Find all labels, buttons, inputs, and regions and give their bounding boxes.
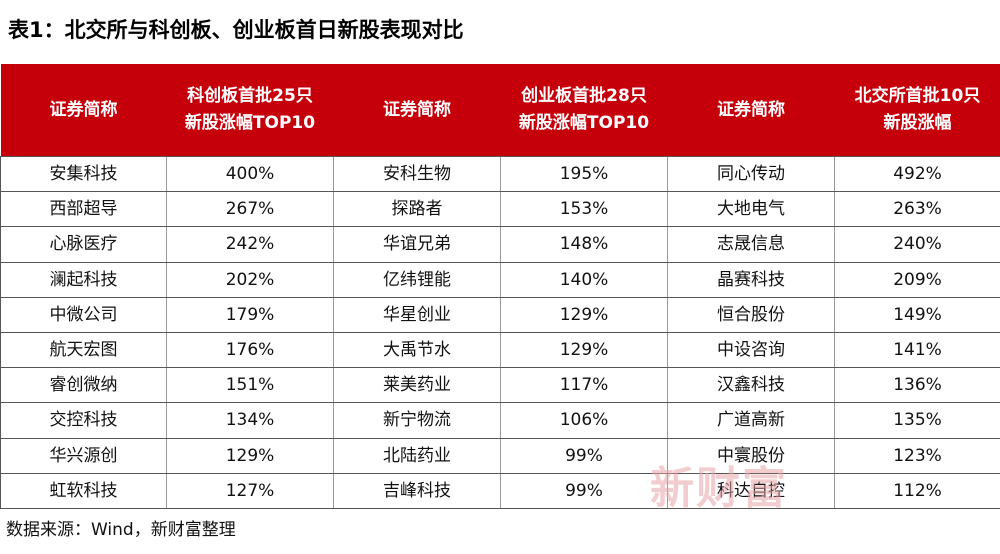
header-chinext-name: 证券简称 (333, 64, 501, 157)
chinext-stock-name: 安科生物 (333, 155, 501, 193)
chinext-gain: 195% (500, 155, 668, 193)
header-row: 证券简称 科创板首批25只 新股涨幅TOP10 证券简称 创业板首批28只 新股涨幅… (0, 64, 1000, 157)
star-stock-name: 澜起科技 (0, 262, 167, 298)
table-row: 澜起科技 202% 亿纬锂能 140% 晶赛科技 209% (0, 262, 1000, 298)
chinext-gain: 129% (500, 332, 668, 369)
bse-stock-name: 晶赛科技 (667, 262, 835, 298)
table-row: 虹软科技 127% 吉峰科技 99% 科达自控 112% (0, 473, 1000, 509)
header-chinext-gain: 创业板首批28只 新股涨幅TOP10 (500, 64, 668, 157)
bse-stock-name: 同心传动 (667, 155, 835, 193)
chinext-gain: 140% (500, 262, 668, 298)
table-row: 安集科技 400% 安科生物 195% 同心传动 492% (0, 155, 1000, 193)
table-row: 西部超导 267% 探路者 153% 大地电气 263% (0, 191, 1000, 228)
star-stock-name: 心脉医疗 (0, 226, 167, 263)
star-stock-name: 睿创微纳 (0, 367, 167, 404)
chinext-gain: 153% (500, 191, 668, 228)
star-stock-name: 华兴源创 (0, 438, 167, 474)
star-stock-name: 安集科技 (0, 155, 167, 193)
chinext-stock-name: 探路者 (333, 191, 501, 228)
bse-stock-name: 广道高新 (667, 402, 835, 439)
bse-stock-name: 汉鑫科技 (667, 367, 835, 404)
table-row: 交控科技 134% 新宁物流 106% 广道高新 135% (0, 402, 1000, 439)
chinext-gain: 117% (500, 367, 668, 404)
star-gain: 400% (166, 155, 334, 193)
table-title: 表1：北交所与科创板、创业板首日新股表现对比 (8, 18, 464, 42)
header-bse-name: 证券简称 (667, 64, 835, 157)
star-gain: 242% (166, 226, 334, 263)
star-gain: 202% (166, 262, 334, 298)
bse-gain: 136% (834, 367, 1000, 404)
chinext-gain: 99% (500, 438, 668, 474)
chinext-stock-name: 亿纬锂能 (333, 262, 501, 298)
chinext-gain: 129% (500, 297, 668, 333)
header-star-gain: 科创板首批25只 新股涨幅TOP10 (166, 64, 334, 157)
chinext-gain: 106% (500, 402, 668, 439)
header-bse-gain: 北交所首批10只 新股涨幅 (834, 64, 1000, 157)
chinext-stock-name: 北陆药业 (333, 438, 501, 474)
star-stock-name: 交控科技 (0, 402, 167, 439)
star-stock-name: 虹软科技 (0, 473, 167, 509)
table-row: 心脉医疗 242% 华谊兄弟 148% 志晟信息 240% (0, 226, 1000, 263)
bse-stock-name: 中寰股份 (667, 438, 835, 474)
bse-gain: 123% (834, 438, 1000, 474)
star-gain: 127% (166, 473, 334, 509)
table-row: 华兴源创 129% 北陆药业 99% 中寰股份 123% (0, 438, 1000, 474)
star-gain: 176% (166, 332, 334, 369)
star-gain: 151% (166, 367, 334, 404)
chinext-gain: 148% (500, 226, 668, 263)
bse-stock-name: 志晟信息 (667, 226, 835, 263)
star-stock-name: 中微公司 (0, 297, 167, 333)
chinext-stock-name: 吉峰科技 (333, 473, 501, 509)
header-star-name: 证券简称 (0, 64, 167, 157)
bse-stock-name: 科达自控 (667, 473, 835, 509)
bse-gain: 141% (834, 332, 1000, 369)
bse-stock-name: 恒合股份 (667, 297, 835, 333)
bse-stock-name: 中设咨询 (667, 332, 835, 369)
bse-gain: 112% (834, 473, 1000, 509)
star-stock-name: 航天宏图 (0, 332, 167, 369)
chinext-stock-name: 大禹节水 (333, 332, 501, 369)
chinext-stock-name: 华谊兄弟 (333, 226, 501, 263)
star-gain: 134% (166, 402, 334, 439)
bse-gain: 263% (834, 191, 1000, 228)
bse-gain: 240% (834, 226, 1000, 263)
star-gain: 267% (166, 191, 334, 228)
chinext-gain: 99% (500, 473, 668, 509)
table-row: 睿创微纳 151% 莱美药业 117% 汉鑫科技 136% (0, 367, 1000, 404)
star-gain: 129% (166, 438, 334, 474)
bse-gain: 492% (834, 155, 1000, 193)
bse-gain: 135% (834, 402, 1000, 439)
table-row: 中微公司 179% 华星创业 129% 恒合股份 149% (0, 297, 1000, 333)
bse-gain: 149% (834, 297, 1000, 333)
chinext-stock-name: 新宁物流 (333, 402, 501, 439)
ipo-comparison-table: 证券简称 科创板首批25只 新股涨幅TOP10 证券简称 创业板首批28只 新股涨幅… (0, 64, 1000, 509)
chinext-stock-name: 莱美药业 (333, 367, 501, 404)
star-gain: 179% (166, 297, 334, 333)
source-note: 数据来源：Wind，新财富整理 (6, 520, 236, 540)
chinext-stock-name: 华星创业 (333, 297, 501, 333)
bse-stock-name: 大地电气 (667, 191, 835, 228)
bse-gain: 209% (834, 262, 1000, 298)
table-row: 航天宏图 176% 大禹节水 129% 中设咨询 141% (0, 332, 1000, 369)
star-stock-name: 西部超导 (0, 191, 167, 228)
